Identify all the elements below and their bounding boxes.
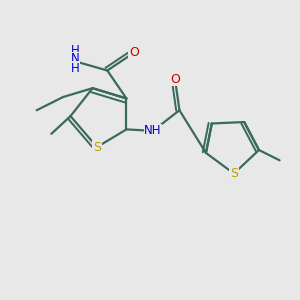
Text: NH: NH — [144, 124, 162, 137]
Text: O: O — [129, 46, 139, 59]
Text: H: H — [70, 61, 79, 75]
Text: H: H — [70, 44, 79, 57]
Text: S: S — [93, 141, 101, 154]
Text: O: O — [170, 73, 180, 86]
Text: S: S — [230, 167, 238, 180]
Text: N: N — [70, 52, 79, 65]
